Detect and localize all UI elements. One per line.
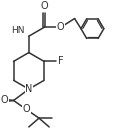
Text: O: O [40,1,48,11]
Text: O: O [1,95,8,105]
Text: O: O [22,104,30,114]
Text: O: O [57,22,64,32]
Text: HN: HN [12,26,25,35]
Text: F: F [58,56,63,66]
Text: N: N [25,84,33,94]
